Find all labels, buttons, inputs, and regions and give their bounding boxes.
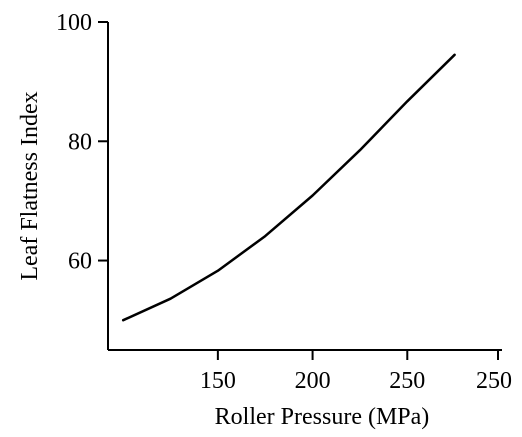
x-ticks: 150 200 250 250	[200, 350, 512, 394]
y-tick-label: 100	[56, 10, 92, 36]
y-tick-label: 60	[68, 249, 92, 275]
x-tick-label: 200	[295, 368, 331, 394]
x-tick-label: 150	[200, 368, 236, 394]
x-tick-label: 250	[476, 368, 512, 394]
y-axis-title: Leaf Flatness Index	[17, 91, 43, 280]
y-ticks: 60 80 100	[56, 10, 108, 275]
x-axis-title: Roller Pressure (MPa)	[215, 404, 430, 430]
x-tick-label: 250	[389, 368, 425, 394]
plot-area	[121, 53, 456, 322]
series-line	[121, 53, 456, 322]
y-tick-label: 80	[68, 129, 92, 155]
